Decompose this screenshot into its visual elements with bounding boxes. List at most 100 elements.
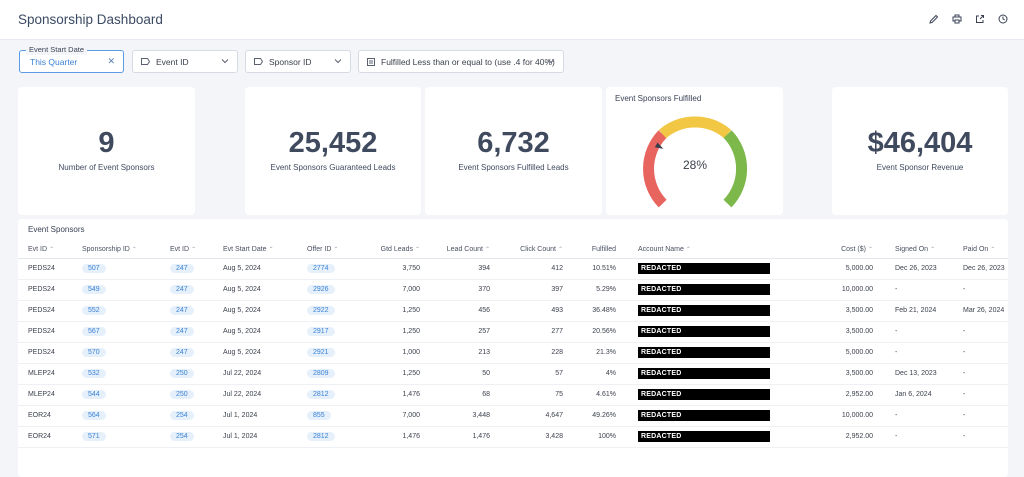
column-header[interactable]: Signed On ⌃ [885, 241, 953, 259]
id-link[interactable]: 567 [82, 327, 106, 336]
column-header[interactable]: Sponsorship ID ⌃ [72, 241, 160, 259]
id-link[interactable]: 2774 [307, 264, 335, 273]
table-row[interactable]: PEDS24 549 247 Aug 5, 2024 2926 7,000 370 397 5.… [18, 279, 1008, 301]
table-row[interactable]: PEDS24 552 247 Aug 5, 2024 2922 1,250 456 493 36… [18, 300, 1008, 322]
id-link[interactable]: 2921 [307, 348, 335, 357]
table-cell: 397 [502, 279, 575, 301]
print-icon[interactable] [950, 12, 964, 26]
table-row[interactable]: MLEP24 544 250 Jul 22, 2024 2812 1,476 68 75 4.6… [18, 384, 1008, 406]
table-cell: 213 [432, 342, 502, 364]
table-cell: 36.48% [575, 300, 628, 322]
cell-value: 100% [598, 433, 616, 440]
column-header[interactable]: Paid On ⌃ [953, 241, 1008, 259]
id-link[interactable]: 549 [82, 285, 106, 294]
column-header[interactable]: Account Name ⌃ [628, 241, 810, 259]
id-link[interactable]: 2809 [307, 369, 335, 378]
table-row[interactable]: EOR24 564 254 Jul 1, 2024 855 7,000 3,448 4,647… [18, 405, 1008, 427]
table-row[interactable]: PEDS24 570 247 Aug 5, 2024 2921 1,000 213 228 21… [18, 342, 1008, 364]
column-header[interactable]: Evt ID ⌃ [18, 241, 72, 259]
table-cell: 247 [160, 258, 213, 280]
redacted-account-name: REDACTED [638, 263, 770, 274]
sort-icon[interactable]: ⌃ [685, 246, 691, 253]
gauge-chart: 28% [643, 116, 748, 208]
id-link[interactable]: 2917 [307, 327, 335, 336]
sort-icon[interactable]: ⌃ [191, 246, 197, 253]
id-link[interactable]: 250 [170, 390, 194, 399]
sort-icon[interactable]: ⌃ [414, 246, 420, 253]
column-header[interactable]: Click Count ⌃ [502, 241, 575, 259]
kpi-value: 9 [98, 127, 115, 159]
kpi-value: $46,404 [867, 127, 973, 159]
fulfilled-filter[interactable]: Fulfilled Less than or equal to (use .4 … [358, 50, 564, 73]
id-link[interactable]: 570 [82, 348, 106, 357]
id-link[interactable]: 2922 [307, 306, 335, 315]
column-header[interactable]: Evt ID ⌃ [160, 241, 213, 259]
event-id-filter[interactable]: Event ID [132, 50, 238, 73]
table-cell: - [953, 426, 1008, 448]
table-cell: 394 [432, 258, 502, 280]
sort-icon[interactable]: ⌃ [131, 246, 137, 253]
id-link[interactable]: 254 [170, 411, 194, 420]
id-link[interactable]: 2812 [307, 432, 335, 441]
table-cell: 370 [432, 279, 502, 301]
table-cell: Jul 22, 2024 [213, 363, 297, 385]
column-header[interactable]: Offer ID ⌃ [297, 241, 362, 259]
clock-icon[interactable] [996, 12, 1010, 26]
table-cell: Aug 5, 2024 [213, 279, 297, 301]
table-cell: 4,647 [502, 405, 575, 427]
id-link[interactable]: 2812 [307, 390, 335, 399]
kpi-label: Event Sponsor Revenue [876, 163, 964, 172]
column-header[interactable]: Gtd Leads ⌃ [362, 241, 432, 259]
column-header[interactable]: Evt Start Date ⌃ [213, 241, 297, 259]
id-link[interactable]: 532 [82, 369, 106, 378]
id-link[interactable]: 247 [170, 264, 194, 273]
cell-value: 10.51% [592, 265, 616, 272]
id-link[interactable]: 247 [170, 306, 194, 315]
id-link[interactable]: 564 [82, 411, 106, 420]
id-link[interactable]: 571 [82, 432, 106, 441]
sort-icon[interactable]: ⌃ [333, 246, 339, 253]
id-link[interactable]: 254 [170, 432, 194, 441]
id-link[interactable]: 552 [82, 306, 106, 315]
column-header[interactable]: Cost ($) ⌃ [810, 241, 885, 259]
id-link[interactable]: 507 [82, 264, 106, 273]
sort-icon[interactable]: ⌃ [990, 246, 996, 253]
sort-icon[interactable]: ⌃ [867, 246, 873, 253]
table-row[interactable]: PEDS24 507 247 Aug 5, 2024 2774 3,750 394 412 10… [18, 258, 1008, 280]
sort-icon[interactable]: ⌃ [557, 246, 563, 253]
sort-icon[interactable]: ⌃ [484, 246, 490, 253]
sponsor-id-filter[interactable]: Sponsor ID [245, 50, 351, 73]
event-sponsors-table-card: Event Sponsors Evt ID ⌃ Sponsorship ID ⌃ Evt… [18, 219, 1008, 477]
table-row[interactable]: MLEP24 532 250 Jul 22, 2024 2809 1,250 50 57 4% R… [18, 363, 1008, 385]
cell-value: 5,000.00 [845, 265, 873, 272]
id-link[interactable]: 544 [82, 390, 106, 399]
clear-icon[interactable]: ✕ [107, 56, 115, 66]
sort-icon[interactable]: ⌃ [930, 246, 936, 253]
column-header[interactable]: Fulfilled [575, 241, 628, 259]
id-link[interactable]: 247 [170, 348, 194, 357]
event-start-date-filter[interactable]: Event Start Date This Quarter ✕ [19, 45, 124, 73]
sort-icon[interactable]: ⌃ [49, 246, 55, 253]
sort-icon[interactable]: ⌃ [268, 246, 274, 253]
share-icon[interactable] [973, 12, 987, 26]
table-row[interactable]: EOR24 571 254 Jul 1, 2024 2812 1,476 1,476 3,42… [18, 426, 1008, 448]
id-link[interactable]: 855 [307, 411, 331, 420]
cell-value: PEDS24 [28, 349, 55, 356]
table-cell: 3,428 [502, 426, 575, 448]
cell-value: 456 [478, 307, 490, 314]
column-header[interactable]: Lead Count ⌃ [432, 241, 502, 259]
table-cell: 254 [160, 426, 213, 448]
column-header-label: Paid On [963, 245, 989, 253]
cell-value: Jul 22, 2024 [223, 391, 262, 398]
table-cell: 57 [502, 363, 575, 385]
id-link[interactable]: 247 [170, 327, 194, 336]
pencil-icon[interactable] [927, 12, 941, 26]
table-row[interactable]: PEDS24 567 247 Aug 5, 2024 2917 1,250 257 277 20… [18, 321, 1008, 343]
id-link[interactable]: 247 [170, 285, 194, 294]
id-link[interactable]: 2926 [307, 285, 335, 294]
cell-value: MLEP24 [28, 370, 55, 377]
kpi-label: Event Sponsors Guaranteed Leads [270, 163, 396, 172]
cell-value: 2,952.00 [845, 391, 873, 398]
column-header-label: Fulfilled [591, 245, 616, 253]
id-link[interactable]: 250 [170, 369, 194, 378]
